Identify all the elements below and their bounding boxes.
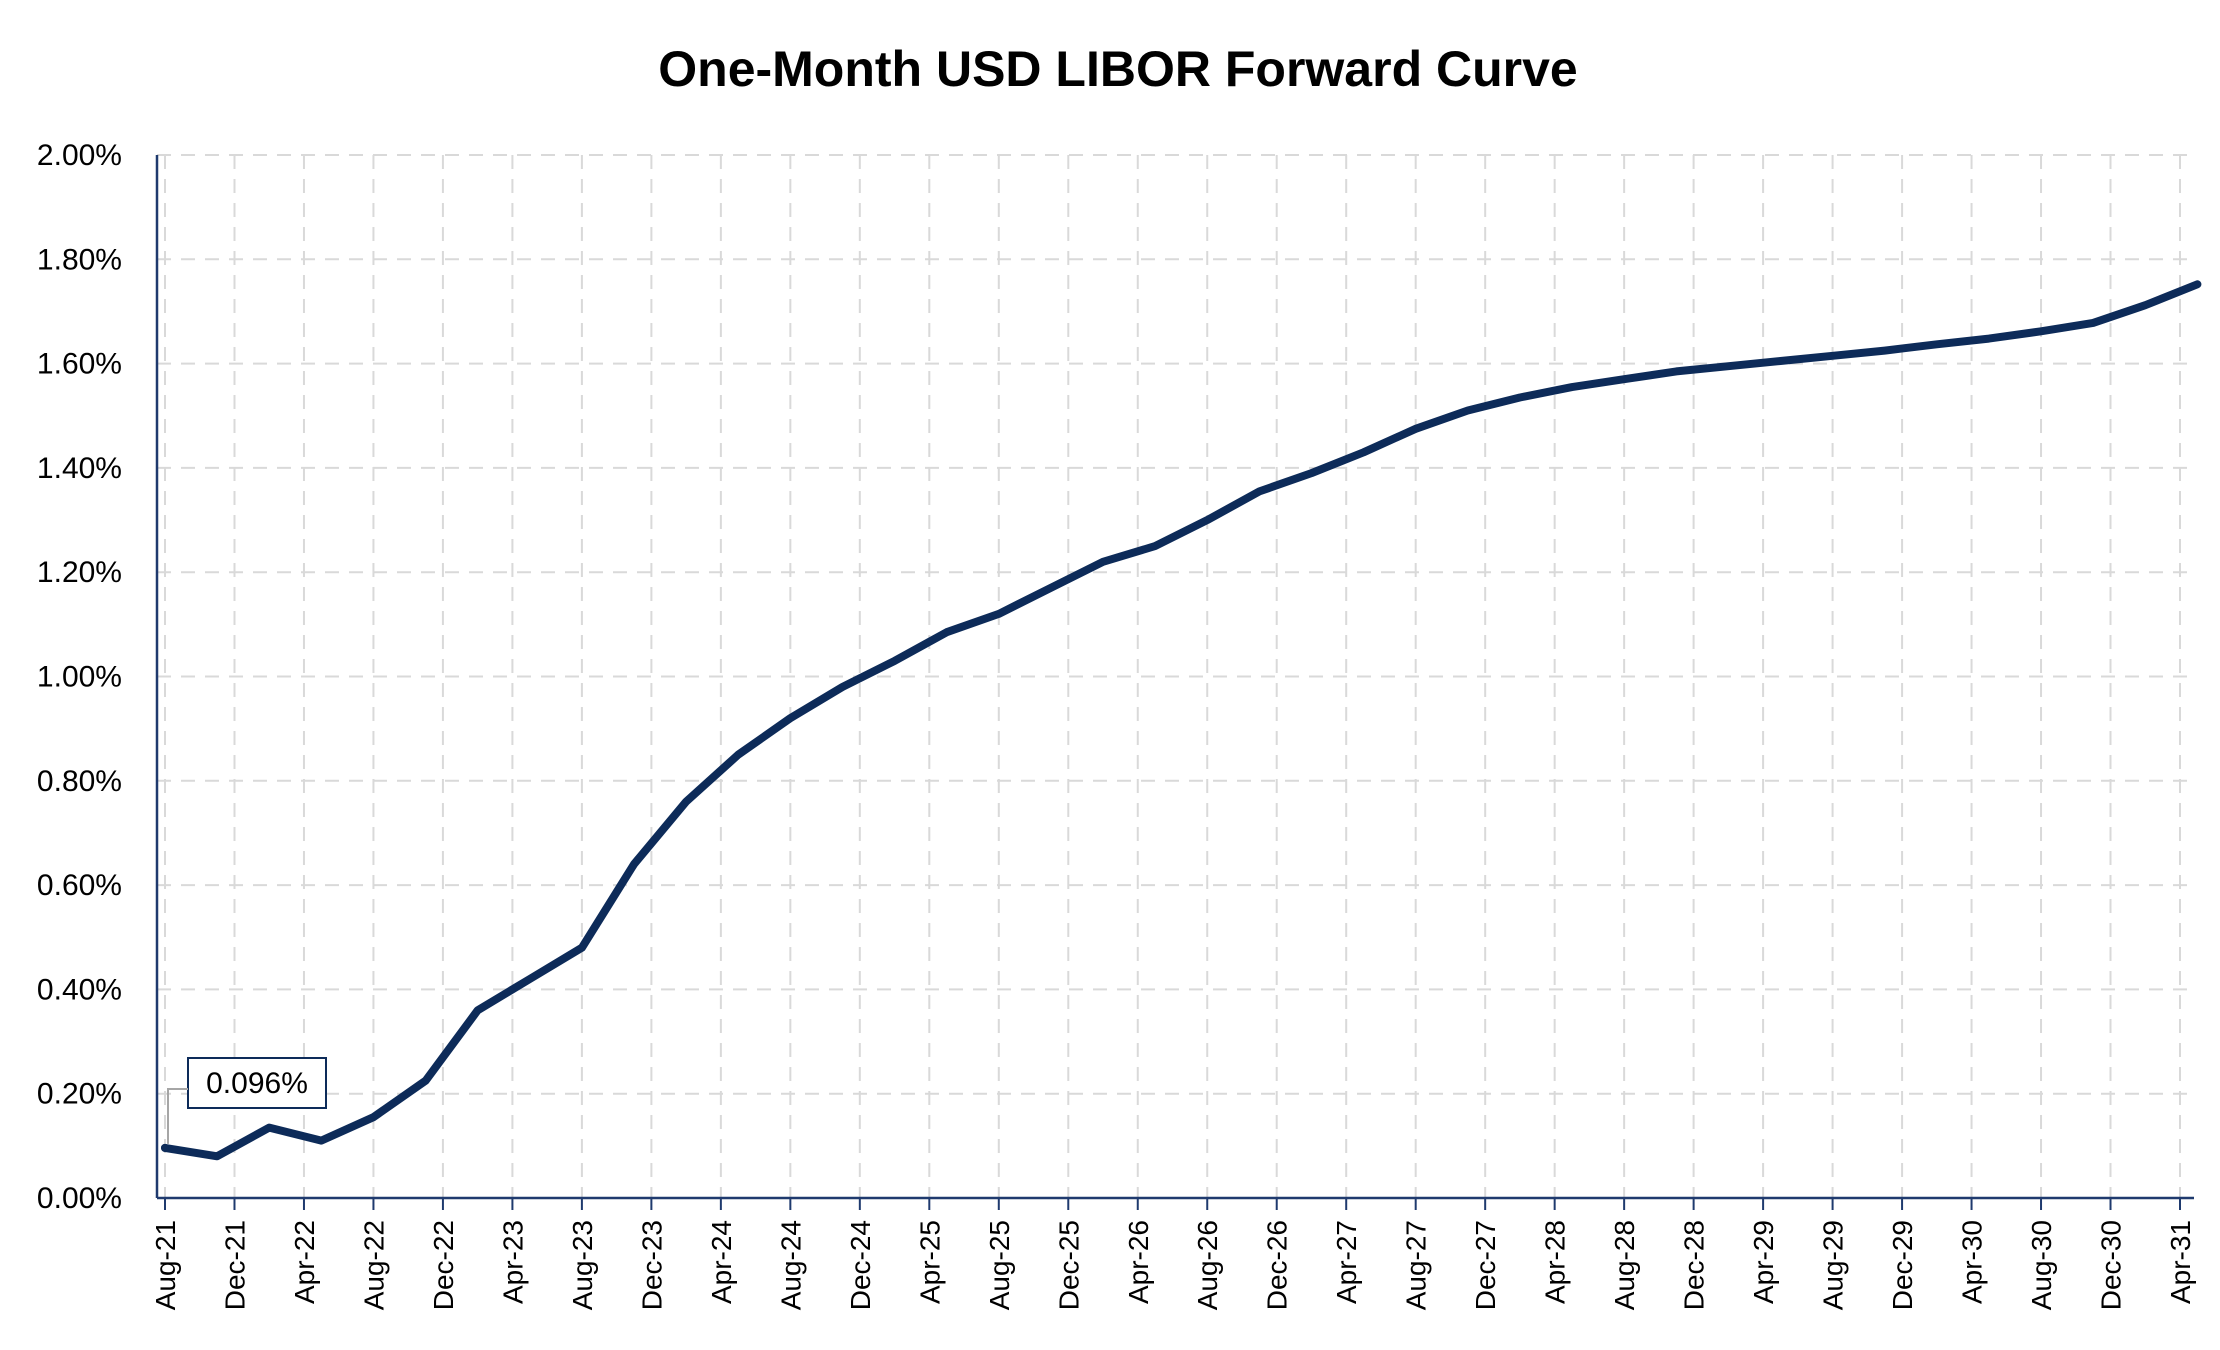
data-label-leader-line (167, 1088, 188, 1144)
y-tick-label: 1.40% (37, 452, 122, 485)
x-tick-label: Dec-30 (2096, 1220, 2127, 1310)
y-tick-label: 0.20% (37, 1078, 122, 1111)
y-tick-label: 2.00% (37, 139, 122, 172)
y-tick-label: 0.80% (37, 765, 122, 798)
x-tick-label: Dec-29 (1887, 1220, 1918, 1310)
y-axis-tick-labels: 0.00% 0.20% 0.40% 0.60% 0.80% 1.00% 1.20% 1.40%… (37, 139, 122, 1215)
y-tick-label: 0.00% (37, 1182, 122, 1215)
x-tick-label: Dec-25 (1053, 1220, 1084, 1310)
y-tick-label: 0.40% (37, 973, 122, 1006)
x-tick-label: Aug-23 (567, 1220, 598, 1310)
y-tick-label: 1.80% (37, 243, 122, 276)
y-tick-label: 1.60% (37, 348, 122, 381)
annotation-layer: 0.096% (161, 1057, 327, 1152)
x-tick-label: Apr-25 (914, 1220, 945, 1304)
x-tick-label: Dec-27 (1470, 1220, 1501, 1310)
x-tick-label: Aug-26 (1192, 1220, 1223, 1310)
data-label-box (187, 1057, 327, 1109)
series-layer (161, 280, 2202, 1161)
x-axis-tick-labels: Aug-21 Dec-21 Apr-22 Aug-22 Dec-22 Apr-23 Aug-… (150, 1220, 2196, 1310)
series-line (161, 280, 2202, 1161)
y-tick-label: 1.20% (37, 556, 122, 589)
x-tick-label: Aug-28 (1609, 1220, 1640, 1310)
data-point-marker (161, 1143, 169, 1152)
chart-title: One-Month USD LIBOR Forward Curve (658, 41, 1577, 97)
x-tick-label: Apr-24 (706, 1220, 737, 1304)
x-tick-label: Apr-27 (1331, 1220, 1362, 1304)
x-tick-label: Apr-22 (289, 1220, 320, 1304)
x-tick-label: Apr-30 (1957, 1220, 1988, 1304)
x-tick-label: Aug-30 (2026, 1220, 2057, 1310)
x-tick-label: Aug-24 (775, 1220, 806, 1310)
x-tick-label: Dec-26 (1262, 1220, 1293, 1310)
x-tick-label: Aug-27 (1401, 1220, 1432, 1310)
x-tick-label: Dec-24 (845, 1220, 876, 1310)
x-tick-label: Apr-23 (497, 1220, 528, 1304)
x-tick-label: Apr-26 (1123, 1220, 1154, 1304)
x-tick-label: Apr-28 (1540, 1220, 1571, 1304)
x-tick-label: Aug-25 (984, 1220, 1015, 1310)
gridlines (157, 154, 2194, 1198)
y-tick-label: 1.00% (37, 661, 122, 694)
x-tick-label: Aug-22 (358, 1220, 389, 1310)
data-label-0: 0.096% (206, 1067, 308, 1100)
x-tick-label: Dec-21 (219, 1220, 250, 1310)
x-tick-label: Aug-29 (1818, 1220, 1849, 1310)
x-tick-label: Aug-21 (150, 1220, 181, 1310)
x-tick-label: Dec-23 (636, 1220, 667, 1310)
x-tick-label: Apr-29 (1748, 1220, 1779, 1304)
y-tick-label: 0.60% (37, 869, 122, 902)
x-tick-label: Dec-28 (1679, 1220, 1710, 1310)
x-tick-label: Dec-22 (428, 1220, 459, 1310)
x-tick-label: Apr-31 (2165, 1220, 2196, 1304)
axes (155, 155, 2194, 1210)
